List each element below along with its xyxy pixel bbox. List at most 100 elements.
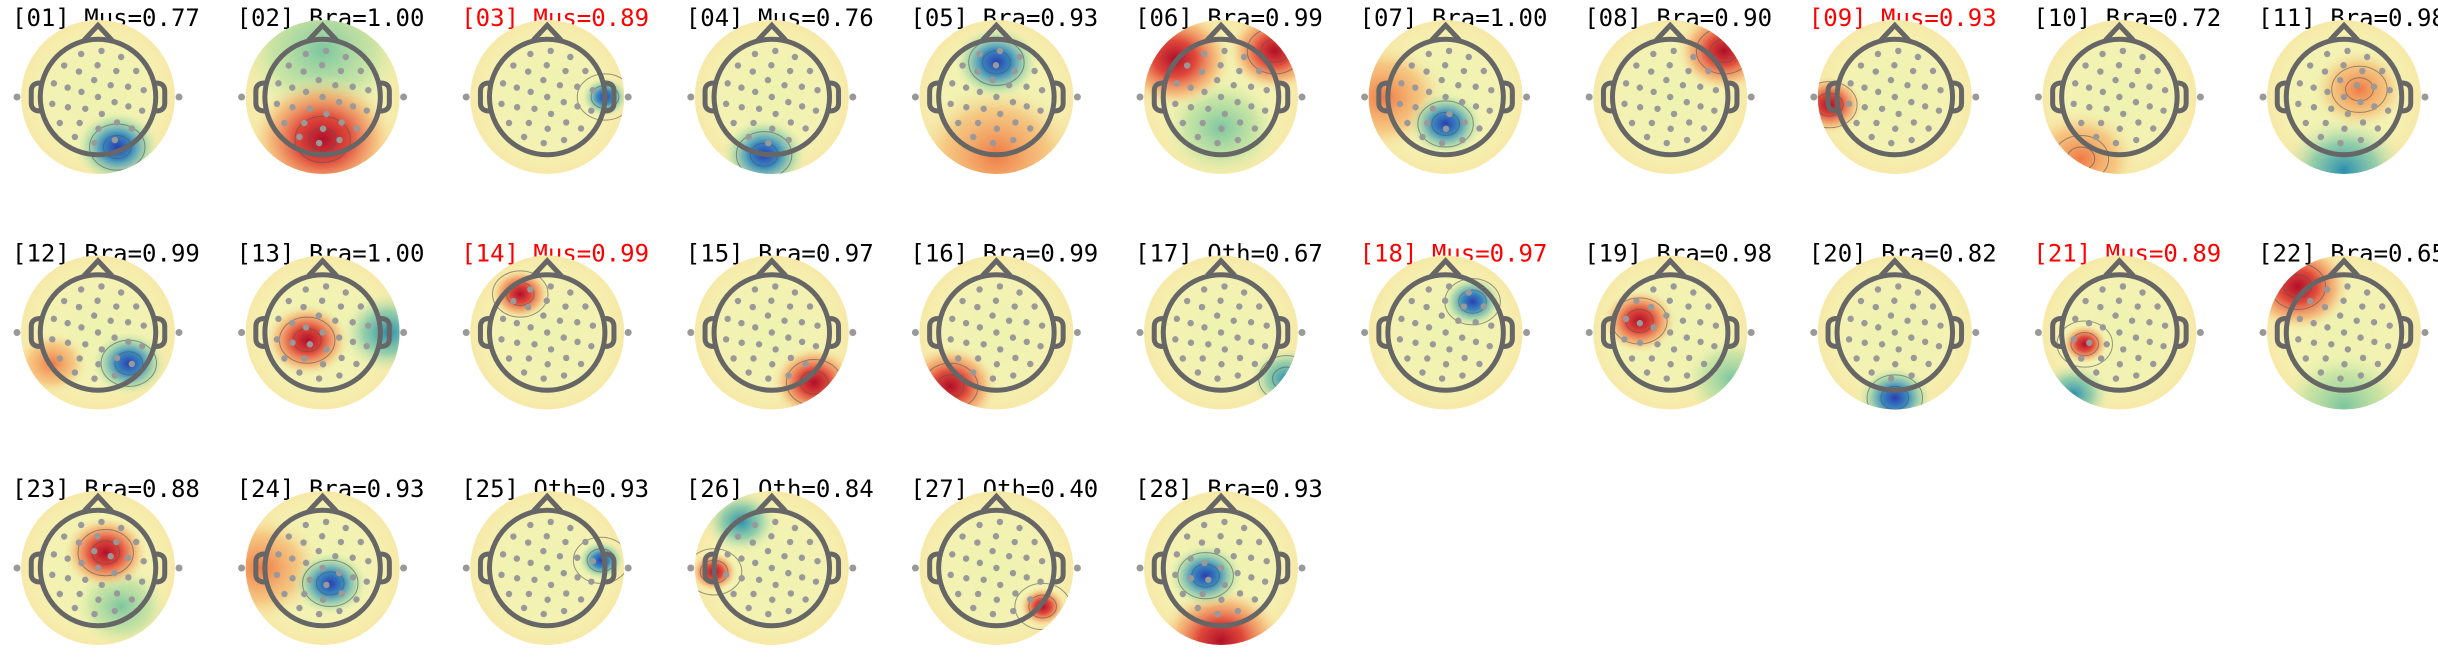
ear-left	[2274, 316, 2287, 349]
electrode	[1486, 107, 1493, 114]
ear-right	[829, 80, 842, 114]
electrode	[1663, 76, 1670, 84]
electrode	[752, 324, 759, 331]
electrode	[781, 553, 788, 560]
electrode	[2160, 342, 2167, 350]
electrode	[2344, 110, 2352, 118]
electrode	[1201, 88, 1208, 96]
electrode	[531, 341, 538, 348]
electrode	[315, 547, 322, 555]
electrode	[338, 354, 345, 362]
topomap-panel: [06] Bra=0.99	[1135, 4, 1323, 174]
electrode	[1200, 286, 1208, 293]
electrode	[107, 553, 114, 560]
contour	[1028, 594, 1057, 619]
ear-left	[702, 80, 715, 114]
electrode	[319, 596, 327, 603]
electrode	[1621, 336, 1628, 343]
electrode	[349, 338, 357, 346]
electrode	[318, 533, 326, 540]
electrode	[98, 518, 105, 526]
electrode	[1005, 553, 1013, 560]
electrode	[543, 297, 550, 304]
electrode	[1201, 559, 1208, 567]
electrode	[976, 324, 984, 331]
contour	[1880, 385, 1910, 410]
electrode	[589, 557, 597, 565]
ear-left	[28, 316, 41, 349]
electrode	[730, 119, 737, 127]
electrode	[505, 590, 513, 598]
electrode	[764, 547, 772, 555]
electrode	[60, 533, 68, 540]
electrode	[2135, 354, 2142, 362]
electrode	[1031, 303, 1038, 310]
electrode	[2146, 83, 2153, 90]
electrode	[289, 104, 296, 111]
electrode	[124, 554, 132, 561]
electrode	[2146, 338, 2153, 346]
electrode	[117, 289, 125, 296]
electrode	[1878, 341, 1886, 348]
electrode	[1199, 119, 1206, 127]
electrode	[513, 339, 521, 346]
electrode	[520, 133, 528, 141]
electrode	[365, 322, 372, 329]
electrode	[1247, 319, 1255, 326]
electrode	[974, 68, 981, 75]
ear-right	[155, 80, 168, 114]
ear-right	[2401, 80, 2414, 114]
electrode	[1221, 581, 1229, 589]
electrode	[335, 334, 343, 341]
ear-right	[155, 316, 168, 349]
electrode	[2344, 346, 2352, 353]
field	[771, 345, 849, 410]
electrode	[332, 317, 339, 324]
electrode	[1248, 103, 1255, 110]
electrode	[1935, 342, 1943, 350]
electrode	[2322, 119, 2329, 127]
electrode	[772, 110, 779, 118]
electrode	[296, 369, 303, 376]
contour	[1866, 374, 1924, 410]
electrode	[520, 604, 528, 612]
electrode	[525, 590, 533, 598]
electrode	[1438, 375, 1446, 382]
electrode	[2371, 338, 2378, 346]
electrode	[724, 551, 731, 558]
electrode	[1398, 315, 1405, 323]
electrode	[71, 369, 79, 376]
electrode	[1892, 361, 1899, 368]
electrode	[365, 557, 372, 565]
nose	[2328, 21, 2360, 42]
electrode	[1255, 67, 1263, 75]
electrode	[1136, 93, 1144, 101]
electrode	[560, 334, 567, 341]
electrode	[1172, 336, 1179, 343]
electrode	[353, 360, 360, 368]
electrode	[349, 83, 356, 90]
electrode	[543, 533, 550, 540]
electrode	[302, 286, 309, 293]
electrode	[1845, 100, 1853, 108]
electrode	[911, 93, 919, 101]
electrode	[1234, 334, 1241, 341]
head-outline	[1160, 272, 1282, 393]
electrode	[1408, 62, 1415, 69]
electrode	[751, 50, 759, 58]
electrode	[1199, 355, 1206, 362]
electrode	[1442, 93, 1449, 101]
electrode	[2363, 289, 2371, 296]
electrode	[2328, 105, 2335, 112]
electrode	[1261, 107, 1269, 114]
electrode	[1700, 360, 1708, 368]
electrode	[1198, 68, 1206, 75]
head-outline	[2059, 272, 2180, 393]
electrode	[1648, 119, 1656, 127]
ear-right	[1054, 80, 1066, 114]
electrode	[2357, 334, 2364, 341]
electrode	[974, 539, 981, 546]
electrode	[1442, 125, 1450, 132]
electrode	[1914, 289, 1922, 296]
electrode	[1667, 125, 1674, 132]
